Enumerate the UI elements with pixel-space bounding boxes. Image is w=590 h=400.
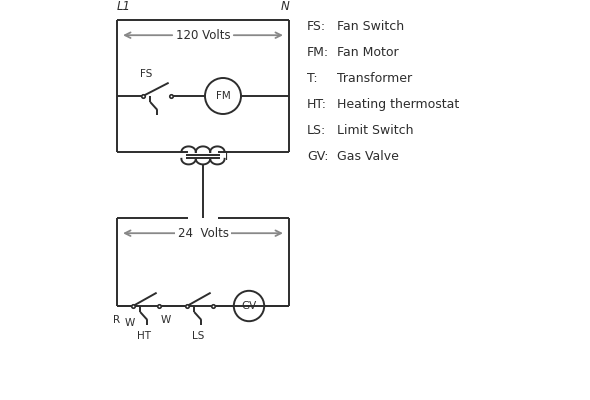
Text: Fan Switch: Fan Switch	[337, 20, 404, 33]
Text: GV:: GV:	[307, 150, 329, 163]
Text: 120 Volts: 120 Volts	[176, 29, 230, 42]
Text: LS: LS	[192, 331, 204, 341]
Text: LS:: LS:	[307, 124, 326, 137]
Text: HT: HT	[137, 331, 151, 341]
Text: FM: FM	[215, 91, 230, 101]
Text: R: R	[113, 315, 120, 325]
Text: FS: FS	[140, 69, 152, 79]
Text: FM:: FM:	[307, 46, 329, 59]
Text: HT:: HT:	[307, 98, 327, 111]
Text: Limit Switch: Limit Switch	[337, 124, 414, 137]
Text: T: T	[223, 150, 230, 163]
Text: L1: L1	[117, 0, 131, 13]
Text: Gas Valve: Gas Valve	[337, 150, 399, 163]
Text: 24  Volts: 24 Volts	[178, 227, 228, 240]
Text: N: N	[280, 0, 289, 13]
Text: FS:: FS:	[307, 20, 326, 33]
Text: Fan Motor: Fan Motor	[337, 46, 399, 59]
Text: T:: T:	[307, 72, 317, 85]
Text: GV: GV	[241, 301, 257, 311]
Text: Transformer: Transformer	[337, 72, 412, 85]
Text: W: W	[124, 318, 135, 328]
Text: W: W	[161, 315, 171, 325]
Text: Heating thermostat: Heating thermostat	[337, 98, 459, 111]
